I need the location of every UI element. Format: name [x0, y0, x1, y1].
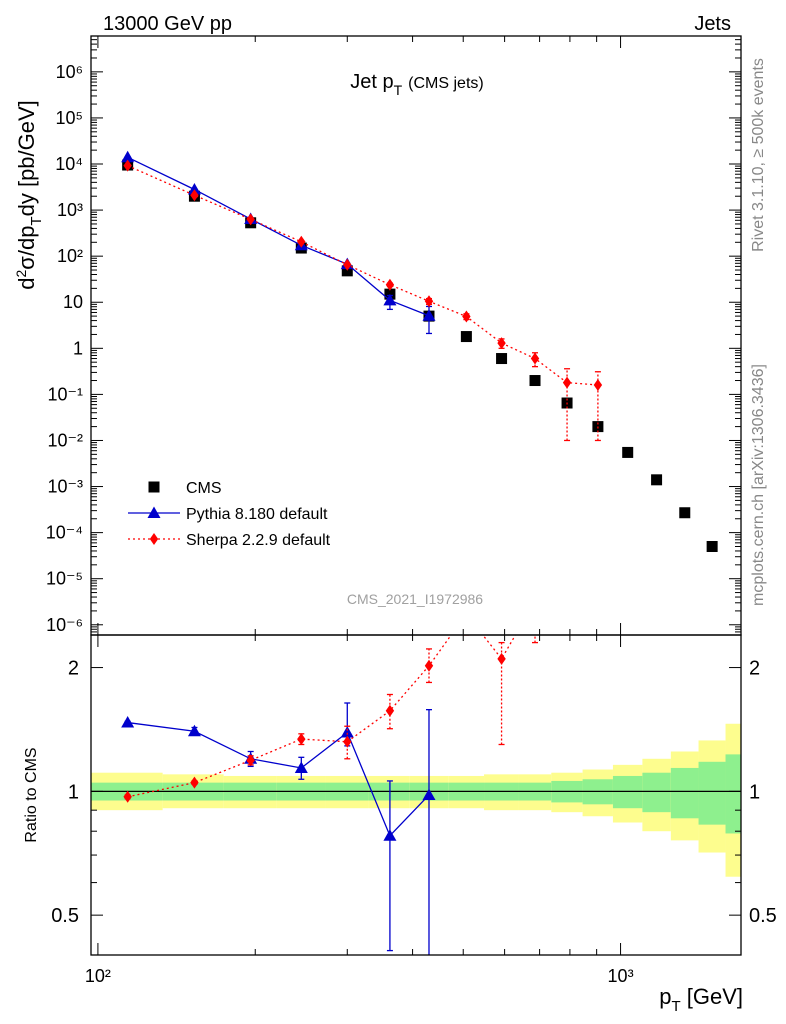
- y-tick-label: 10⁻⁶: [46, 615, 83, 635]
- y-tick-label: 10⁻¹: [47, 384, 83, 404]
- main-pythia-8-180-default-point: [422, 309, 436, 321]
- watermark: CMS_2021_I1972986: [347, 591, 483, 607]
- y-tick-label: 10⁻³: [47, 477, 83, 497]
- rivet-label: Rivet 3.1.10, ≥ 500k events: [750, 58, 767, 252]
- main-sherpa-2-2-9-default-point: [246, 213, 255, 226]
- main-pythia-8-180-default-point: [121, 150, 135, 163]
- ratio-sherpa-2-2-9-default-point: [424, 659, 434, 672]
- main-cms-point: [496, 353, 508, 365]
- main-cms-point: [651, 474, 663, 486]
- y-tick-label: 10⁵: [56, 108, 83, 128]
- ratio-pythia-8-180-default-point: [422, 788, 436, 800]
- main-sherpa-2-2-9-default-point: [343, 258, 352, 271]
- y-tick-label: 10²: [57, 246, 83, 266]
- main-sherpa-2-2-9-default-point: [530, 352, 540, 365]
- main-cms-point: [679, 507, 691, 519]
- y-axis-label-ratio: Ratio to CMS: [23, 747, 40, 842]
- ratio-frame: [90, 634, 742, 956]
- main-sherpa-2-2-9-default-point: [385, 278, 395, 291]
- ratio-sherpa-2-2-9-default-point: [297, 733, 306, 746]
- ratio-pythia-8-180-default-point: [187, 724, 201, 737]
- main-sherpa-2-2-9-default-point: [190, 189, 199, 202]
- ratio-bands: [91, 723, 741, 877]
- main-cms-point: [341, 265, 353, 277]
- y-tick-label: 10: [63, 292, 83, 312]
- band-inner: [612, 775, 643, 809]
- main-sherpa-2-2-9-default-point: [123, 159, 132, 172]
- legend-marker: [149, 533, 159, 545]
- main-cms-point: [529, 375, 541, 387]
- main-sherpa-2-2-9-default-point: [562, 376, 572, 389]
- y-axis-label-main: d2σ/dpTdy [pb/GeV]: [13, 100, 45, 290]
- chart-title-suffix: (CMS jets): [408, 75, 484, 92]
- legend-marker: [147, 506, 161, 518]
- y-tick-label: 10⁻⁵: [46, 569, 83, 589]
- main-sherpa-2-2-9-default-point: [497, 337, 506, 350]
- y-tick-label: 10⁻⁴: [46, 523, 83, 543]
- mcplots-label: mcplots.cern.ch [arXiv:1306.3436]: [750, 364, 767, 606]
- ratio-y-tick-label-right: 1: [749, 781, 760, 803]
- main-pythia-8-180-default-point: [383, 293, 397, 306]
- ratio-sherpa-2-2-9-default-point: [343, 735, 352, 748]
- x-axis-label: pT [GeV]: [659, 984, 743, 1015]
- ratio-sherpa-2-2-9-default-point: [531, 595, 539, 607]
- y-tick-label: 1: [73, 338, 83, 358]
- ratio-sherpa-2-2-9-default-point: [385, 704, 395, 717]
- header-left: 13000 GeV pp: [103, 13, 232, 35]
- header-right: Jets: [694, 13, 731, 35]
- legend-marker: [148, 481, 160, 493]
- x-tick-label: 10³: [608, 966, 634, 986]
- ratio-y-tick-label-right: 0.5: [749, 905, 777, 927]
- y-tick-label: 10⁻²: [47, 430, 83, 450]
- main-pythia-8-180-default-point: [187, 182, 201, 195]
- ratio-sherpa-2-2-9-default-point: [190, 776, 199, 789]
- ratio-y-tick-label-right: 2: [749, 658, 760, 680]
- band-inner: [698, 761, 726, 825]
- main-cms-point: [706, 540, 718, 552]
- main-sherpa-2-2-9-default-point: [424, 295, 434, 308]
- ratio-sherpa-2-2-9-default-point: [123, 790, 132, 803]
- chart-title-main: Jet p: [350, 71, 393, 93]
- ratio-pythia-8-180-default-point: [340, 726, 354, 738]
- ratio-pythia-8-180-default-point: [383, 829, 397, 841]
- ratio-y-tick-label-left: 0.5: [51, 905, 79, 927]
- data-series: [121, 150, 718, 955]
- band-inner: [642, 772, 671, 813]
- axes: 10² 10³ 10⁻⁶ 10⁻⁵ 10⁻⁴ 10⁻³ 10⁻² 10⁻¹ 1 10 10² 10³ 1…: [46, 35, 777, 986]
- band-inner: [725, 754, 741, 834]
- legend-label: Sherpa 2.2.9 default: [186, 532, 331, 549]
- ratio-sherpa-2-2-9-default-point: [246, 754, 255, 767]
- y-tick-label: 10⁶: [56, 62, 83, 82]
- y-tick-label: 10³: [57, 200, 83, 220]
- ratio-sherpa-2-2-9-default-point: [462, 608, 470, 620]
- ratio-series-group: [121, 595, 539, 955]
- ratio-sherpa-2-2-9-default-point: [497, 652, 506, 665]
- ratio-y-tick-label-left: 2: [68, 658, 79, 680]
- main-sherpa-2-2-9-default-point: [462, 310, 471, 323]
- band-inner: [670, 767, 699, 819]
- main-sherpa-2-2-9-default-point: [297, 235, 306, 248]
- ratio-sherpa-2-2-9-default-line: [127, 635, 517, 798]
- ratio-pythia-8-180-default-point: [294, 761, 308, 773]
- legend-label: CMS: [186, 480, 222, 497]
- legend-label: Pythia 8.180 default: [186, 506, 328, 523]
- main-pythia-8-180-default-line: [127, 156, 430, 317]
- main-cms-point: [460, 331, 472, 343]
- x-tick-label: 10²: [85, 966, 111, 986]
- main-series-group: [121, 150, 718, 552]
- ratio-pythia-8-180-default-point: [121, 716, 135, 728]
- chart-title-sub: T: [394, 82, 403, 98]
- y-tick-label: 10⁴: [55, 154, 83, 174]
- ratio-y-tick-label-left: 1: [68, 781, 79, 803]
- chart-title: Jet pT (CMS jets): [350, 71, 483, 98]
- main-cms-point: [622, 446, 634, 458]
- main-sherpa-2-2-9-default-point: [593, 378, 603, 391]
- legend: CMS Pythia 8.180 default Sherpa 2.2.9 defa…: [128, 480, 331, 549]
